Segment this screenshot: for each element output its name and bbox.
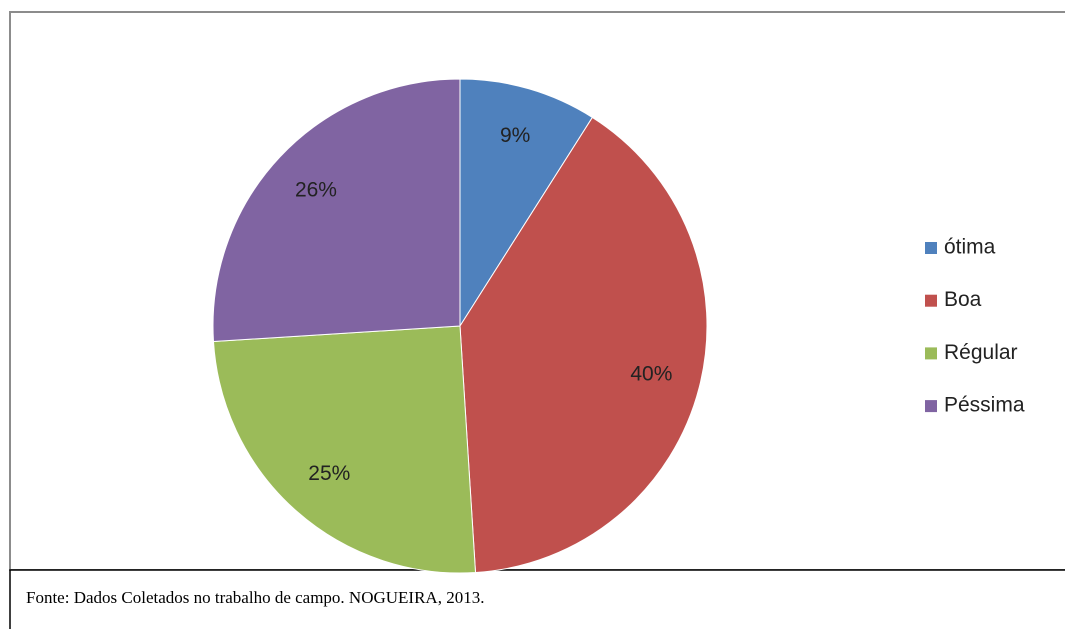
data-label: 9% xyxy=(500,124,530,147)
source-note: Fonte: Dados Coletados no trabalho de ca… xyxy=(26,588,484,607)
data-label: 25% xyxy=(308,462,350,485)
pie-slice xyxy=(459,116,708,574)
data-label: 40% xyxy=(630,363,672,386)
source-box xyxy=(9,569,1065,629)
legend-label: Régular xyxy=(944,341,1018,364)
legend-label: ótima xyxy=(944,236,996,259)
legend-label: Péssima xyxy=(944,394,1025,417)
legend-swatch xyxy=(925,347,937,360)
legend-label: Boa xyxy=(944,288,982,311)
pie-slice xyxy=(212,325,477,574)
pie-slice xyxy=(459,78,594,328)
pie-slice xyxy=(212,78,461,343)
legend-swatch xyxy=(925,294,937,307)
data-label: 26% xyxy=(295,178,337,201)
legend-swatch xyxy=(925,242,937,254)
legend-swatch xyxy=(925,400,937,413)
